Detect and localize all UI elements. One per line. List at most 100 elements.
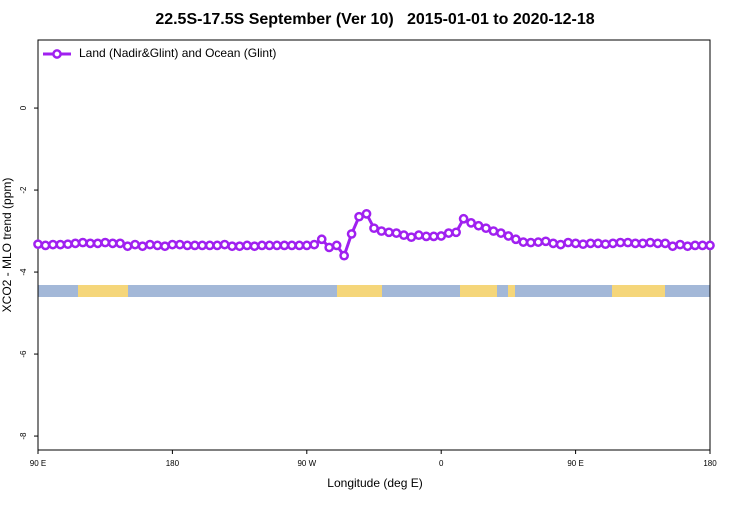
point [301, 240, 312, 251]
series-line [37, 211, 710, 259]
point [316, 234, 327, 245]
x-tick-label: 0 [439, 459, 444, 468]
legend-label: Land (Nadir&Glint) and Ocean (Glint) [79, 46, 276, 60]
point [675, 239, 685, 250]
point [182, 240, 193, 251]
point [331, 240, 342, 251]
point [219, 239, 230, 250]
point [160, 241, 170, 252]
x-tick-label: 90 W [297, 459, 316, 468]
point [122, 241, 133, 252]
land-band [508, 285, 515, 297]
chart-title: 22.5S-17.5S September (Ver 10) 2015-01-0… [155, 11, 594, 28]
point [443, 228, 454, 238]
point [249, 241, 260, 252]
point [100, 237, 111, 248]
point [115, 238, 125, 249]
point [525, 237, 536, 248]
point [533, 237, 544, 247]
x-tick-label: 90 E [30, 459, 46, 468]
point [384, 227, 394, 238]
point [70, 238, 81, 249]
point [279, 240, 290, 251]
point [406, 232, 417, 243]
point [48, 239, 58, 250]
y-tick-label: -2 [19, 186, 28, 194]
land-band [460, 285, 497, 297]
point [324, 242, 335, 253]
land-band [78, 285, 128, 297]
point [421, 231, 432, 242]
point [518, 237, 529, 247]
point [473, 220, 484, 231]
point [660, 238, 671, 249]
point [705, 240, 715, 251]
land-band [337, 285, 382, 297]
point [227, 241, 237, 252]
point [137, 241, 148, 252]
point [578, 239, 588, 250]
point [346, 229, 357, 239]
land-ocean-strip [38, 285, 710, 297]
y-tick-label: 0 [19, 105, 28, 110]
point [369, 223, 379, 234]
point [77, 237, 88, 248]
point [600, 239, 611, 250]
point [496, 228, 506, 238]
point [451, 227, 461, 238]
point [511, 234, 521, 245]
point [563, 237, 573, 248]
point [608, 238, 618, 249]
point [197, 240, 208, 251]
point [107, 238, 118, 249]
point [309, 239, 320, 250]
point [413, 230, 424, 241]
point [458, 213, 469, 224]
point [63, 239, 73, 250]
point [540, 236, 551, 247]
legend-marker [52, 49, 62, 59]
x-tick-label: 90 E [567, 459, 583, 468]
point [361, 208, 372, 219]
point [40, 240, 51, 251]
point [175, 239, 185, 250]
point [682, 241, 693, 252]
point [593, 238, 603, 249]
point [667, 241, 678, 252]
point [376, 226, 387, 236]
point [234, 241, 245, 252]
point [152, 240, 163, 251]
point [548, 238, 559, 249]
x-tick-label: 180 [166, 459, 180, 468]
point [623, 237, 633, 248]
y-axis-label: XCO2 - MLO trend (ppm) [0, 178, 14, 313]
point [85, 238, 96, 249]
point [481, 223, 491, 234]
point [555, 239, 566, 250]
point [242, 240, 252, 251]
point [585, 238, 596, 249]
land-band [612, 285, 665, 297]
point [391, 228, 402, 238]
point [264, 240, 275, 251]
point [339, 250, 349, 261]
point [399, 230, 409, 241]
point [33, 239, 43, 250]
point [287, 240, 297, 251]
point [257, 240, 267, 251]
point [92, 238, 103, 249]
x-tick-label: 180 [703, 459, 717, 468]
point [690, 240, 700, 251]
point [645, 237, 656, 248]
point [436, 231, 447, 241]
point [615, 237, 626, 248]
point [354, 211, 364, 222]
x-axis-label: Longitude (deg E) [327, 476, 422, 490]
point [167, 239, 178, 250]
point [272, 240, 282, 251]
point [130, 239, 140, 250]
y-tick-label: -8 [19, 432, 28, 440]
point [212, 240, 223, 251]
point [466, 218, 476, 228]
